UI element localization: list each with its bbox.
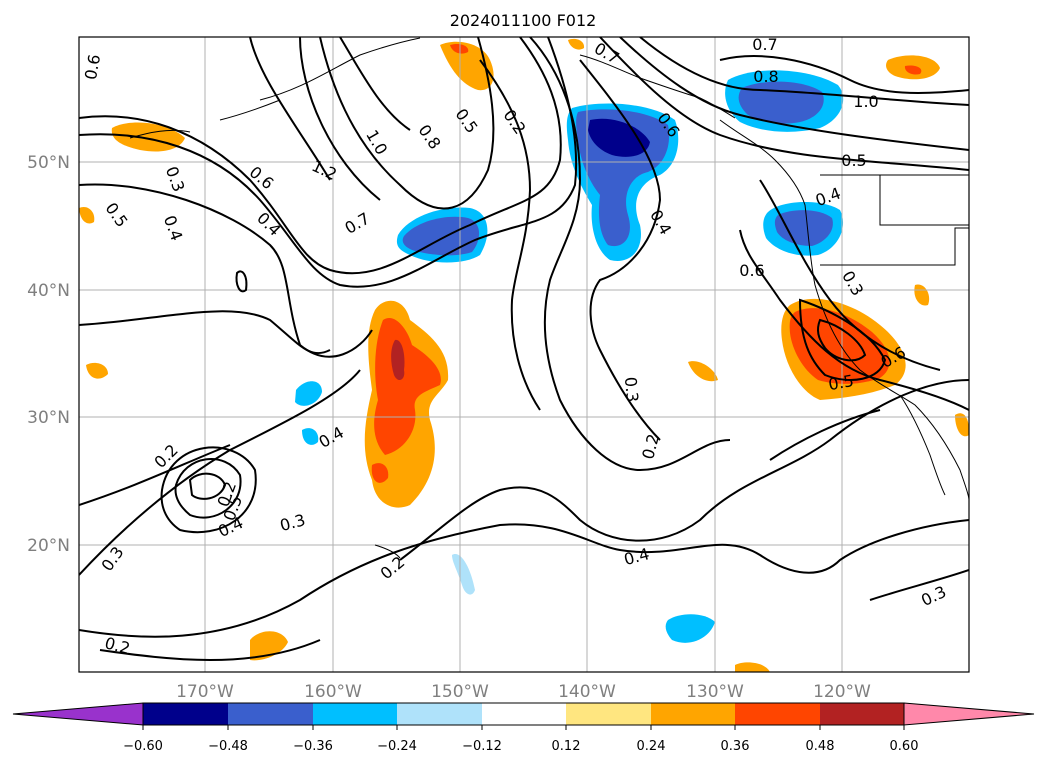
- positive-anomaly-region: [440, 41, 494, 91]
- coastlines: [129, 37, 969, 559]
- positive-anomaly-region: [374, 318, 441, 455]
- colorbar-bin: [397, 703, 482, 725]
- positive-anomaly-region: [79, 206, 95, 224]
- contour-label: 0.6: [81, 53, 104, 81]
- map-panel: 0.6 0.3 0.5 0.4 0.6 0.4 0.2 1.2 1.0 0.8 …: [78, 35, 970, 673]
- negative-anomaly-region: [295, 381, 322, 406]
- colorbar-bin: [228, 703, 313, 725]
- lon-label-120w: 120°W: [813, 682, 871, 702]
- colorbar-bin: [143, 703, 228, 725]
- colorbar-tick-label: 0.24: [637, 739, 666, 754]
- colorbar-tick-label: 0.48: [806, 739, 835, 754]
- negative-anomaly-region: [774, 210, 833, 246]
- shaded-anomalies: [79, 38, 969, 672]
- contour-label: 0.7: [752, 35, 777, 54]
- colorbar-tick-label: −0.36: [293, 739, 333, 754]
- negative-anomaly-region: [665, 614, 715, 643]
- positive-anomaly-region: [111, 122, 185, 152]
- negative-anomaly-region: [588, 118, 650, 157]
- colorbar-tick-label: 0.12: [552, 739, 581, 754]
- colorbar-tick-label: 0.36: [721, 739, 750, 754]
- colorbar-bin: [651, 703, 735, 725]
- lat-label-30n: 30°N: [27, 408, 70, 428]
- contour-label: 0.6: [739, 261, 764, 280]
- lat-label-50n: 50°N: [27, 153, 70, 173]
- contours: [79, 37, 969, 661]
- positive-anomaly-region: [568, 38, 585, 50]
- positive-anomaly-region: [86, 362, 108, 379]
- colorbar-tick-label: 0.60: [890, 739, 919, 754]
- colorbar-bin: [482, 703, 566, 725]
- map-frame: [78, 36, 970, 673]
- lon-label-140w: 140°W: [558, 682, 616, 702]
- positive-anomaly-region: [955, 413, 969, 437]
- lon-label-150w: 150°W: [431, 682, 489, 702]
- lat-label-20n: 20°N: [27, 536, 70, 556]
- colorbar-tick-label: −0.24: [377, 739, 417, 754]
- contour-label: 0.8: [753, 67, 778, 86]
- positive-anomaly-region: [450, 43, 469, 54]
- positive-anomaly-region: [789, 308, 890, 384]
- lon-label-170w: 170°W: [176, 682, 234, 702]
- colorbar-under-extension: [12, 702, 144, 726]
- latitude-labels: 50°N 40°N 30°N 20°N: [27, 153, 70, 556]
- lon-label-160w: 160°W: [304, 682, 362, 702]
- contour-label: 0.5: [841, 151, 866, 170]
- graticule: [79, 37, 969, 672]
- positive-anomaly-region: [904, 65, 922, 75]
- colorbar-bin: [313, 703, 397, 725]
- negative-anomaly-region: [302, 428, 319, 445]
- contour-label: 0.3: [621, 376, 642, 403]
- colorbar: −0.60 −0.48 −0.36 −0.24 −0.12 0.12 0.24 …: [12, 702, 1035, 754]
- contour-label: 1.0: [853, 92, 878, 111]
- colorbar-tick-label: −0.12: [462, 739, 502, 754]
- positive-anomaly-region: [371, 463, 389, 483]
- negative-anomaly-region: [452, 554, 475, 595]
- positive-anomaly-region: [391, 339, 405, 381]
- lat-label-40n: 40°N: [27, 281, 70, 301]
- colorbar-bin: [820, 703, 904, 725]
- colorbar-frame: [142, 702, 905, 726]
- colorbar-over-extension: [903, 702, 1035, 726]
- colorbar-bin: [735, 703, 820, 725]
- colorbar-tick-label: −0.48: [208, 739, 248, 754]
- colorbar-tick-label: −0.60: [123, 739, 163, 754]
- positive-anomaly-region: [688, 361, 718, 382]
- plot-title: 2024011100 F012: [450, 11, 597, 30]
- lon-label-130w: 130°W: [686, 682, 744, 702]
- colorbar-bin: [566, 703, 651, 725]
- longitude-labels: 170°W 160°W 150°W 140°W 130°W 120°W: [176, 682, 871, 702]
- positive-anomaly-region: [735, 662, 770, 672]
- positive-anomaly-region: [250, 631, 288, 661]
- contour-label: 0.5: [827, 371, 855, 394]
